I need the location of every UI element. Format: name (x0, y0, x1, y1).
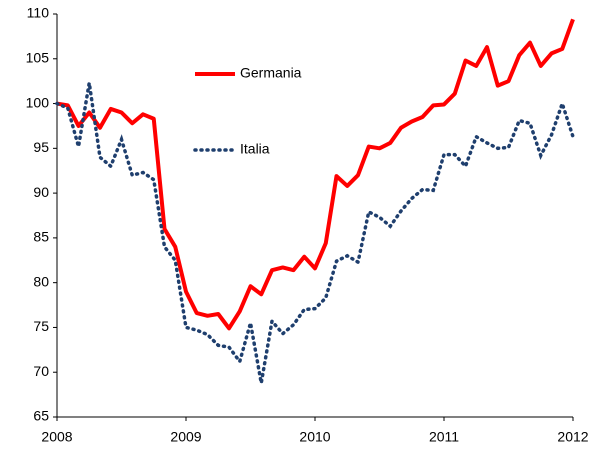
legend-label: Italia (240, 141, 270, 157)
y-tick-label: 80 (33, 273, 49, 289)
y-tick-label: 100 (26, 94, 50, 110)
y-tick-label: 65 (33, 408, 49, 424)
x-tick-label: 2012 (557, 429, 588, 445)
line-series (56, 18, 575, 331)
x-tick-label: 2011 (429, 429, 459, 445)
x-tick-label: 2009 (170, 429, 201, 445)
y-tick-label: 95 (33, 139, 49, 155)
y-tick-label: 70 (33, 363, 49, 379)
y-tick-label: 75 (33, 318, 49, 334)
x-tick-label: 2010 (299, 429, 330, 445)
line-series (55, 82, 575, 384)
y-tick-label: 85 (33, 229, 49, 245)
y-tick-label: 105 (26, 49, 50, 65)
y-tick-label: 90 (33, 184, 49, 200)
x-tick-label: 2008 (41, 429, 72, 445)
legend-label: Germania (240, 65, 302, 81)
y-tick-label: 110 (27, 5, 50, 21)
